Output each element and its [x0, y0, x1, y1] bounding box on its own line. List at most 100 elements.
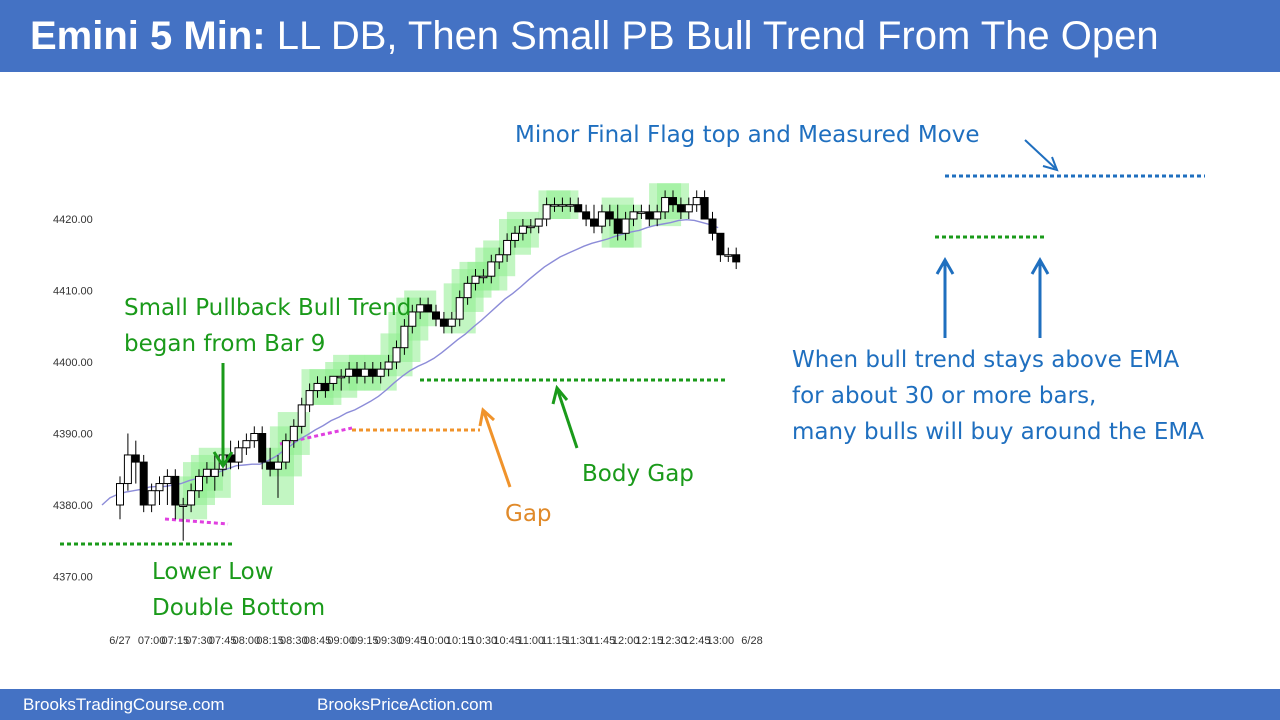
x-tick-label: 08:45 [304, 635, 332, 647]
arrow-body-gap [551, 384, 579, 449]
lower-low-magenta-line [164, 517, 229, 526]
x-tick-label: 09:15 [351, 635, 379, 647]
footer-link-brookspriceaction[interactable]: BrooksPriceAction.com [317, 695, 493, 714]
candle [123, 433, 132, 491]
x-tick-label: 12:15 [636, 635, 664, 647]
candle [171, 469, 180, 520]
candle [337, 369, 346, 391]
candle [155, 476, 164, 505]
x-tick-label: 11:30 [565, 635, 592, 647]
footer-link-brookstradingcourse[interactable]: BrooksTradingCourse.com [23, 695, 225, 714]
candle [360, 362, 369, 384]
candle [384, 354, 393, 377]
candle [732, 247, 741, 270]
candle [297, 397, 306, 434]
candle [329, 375, 338, 391]
arrow-measured-move [1024, 139, 1059, 172]
candle [447, 311, 456, 334]
candle [463, 276, 472, 305]
candle [471, 269, 480, 291]
candle [281, 433, 290, 470]
x-tick-label: 08:15 [256, 635, 284, 647]
title-bold: Emini 5 Min: [30, 14, 266, 58]
x-axis: 6/27 07:0007:1507:3007:4508:0008:1508:300… [109, 635, 762, 647]
candle [139, 454, 148, 513]
candle [645, 204, 654, 227]
candle [692, 190, 701, 212]
candle [234, 440, 243, 470]
arrow-gap [478, 407, 512, 488]
candle [716, 232, 725, 262]
candle [116, 476, 124, 520]
candle [518, 219, 527, 241]
candle [613, 204, 622, 241]
candle [408, 304, 417, 334]
x-tick-label: 10:00 [422, 635, 450, 647]
candle [724, 247, 733, 262]
candle [313, 376, 322, 398]
candle [534, 218, 543, 234]
candle [179, 497, 188, 541]
candle [582, 204, 591, 227]
candle [392, 340, 401, 370]
candle [590, 204, 598, 234]
candle [432, 304, 440, 327]
ema-label-1: When bull trend stays above EMA [792, 347, 1179, 373]
candle [455, 290, 464, 327]
candle [542, 197, 551, 227]
candle [416, 297, 425, 320]
page-title: Emini 5 Min: LL DB, Then Small PB Bull T… [30, 12, 1159, 60]
candle [653, 204, 662, 227]
upper-magenta-line [279, 426, 353, 446]
gap-label: Gap [505, 501, 552, 527]
y-tick-label: 4370.00 [53, 572, 93, 584]
candle [676, 197, 685, 219]
candle [495, 247, 504, 270]
candle [274, 454, 282, 498]
candle [684, 197, 693, 219]
candle [574, 197, 583, 213]
candle [566, 197, 575, 212]
candle [629, 204, 638, 227]
measured-move-label: Minor Final Flag top and Measured Move [515, 122, 980, 148]
x-tick-label: 12:30 [659, 635, 687, 647]
body-gap-label: Body Gap [582, 461, 694, 487]
candle [163, 469, 172, 505]
candle [400, 319, 409, 355]
candle [526, 219, 535, 234]
candle [305, 383, 314, 413]
candle [210, 454, 219, 491]
candle [669, 190, 677, 212]
x-tick-label: 12:00 [612, 635, 640, 647]
y-axis: 4420.00 4410.00 4400.00 4390.00 4380.00 4370.… [53, 214, 93, 584]
candle [550, 197, 559, 212]
arrow-ema-2 [1030, 256, 1050, 338]
candle [147, 483, 156, 513]
lower-low-label-1: Lower Low [152, 559, 274, 585]
footer-bar: BrooksTradingCourse.com BrooksPriceActio… [0, 689, 1280, 720]
x-tick-label: 13:00 [707, 635, 735, 647]
x-tick-label: 08:00 [233, 635, 261, 647]
x-tick-label: 07:00 [138, 635, 166, 647]
x-tick-label: 09:00 [327, 635, 355, 647]
candle [605, 204, 614, 227]
x-tick-label: 09:45 [399, 635, 427, 647]
x-tick-label: 11:15 [541, 635, 568, 647]
ema-label-3: many bulls will buy around the EMA [792, 419, 1204, 445]
y-tick-label: 4420.00 [53, 214, 93, 226]
x-tick-label: 11:00 [517, 635, 544, 647]
candle [289, 419, 298, 448]
small-pb-label-1: Small Pullback Bull Trend [124, 295, 411, 321]
candle [250, 426, 259, 448]
candle [637, 204, 646, 219]
lower-low-label-2: Double Bottom [152, 595, 325, 621]
candle [345, 362, 354, 384]
ema-label-2: for about 30 or more bars, [792, 383, 1096, 409]
x-tick-label: 10:45 [493, 635, 521, 647]
candles [116, 190, 741, 541]
candle [479, 269, 488, 284]
y-tick-label: 4410.00 [53, 286, 93, 298]
arrow-ema-1 [935, 256, 955, 338]
x-tick-label: 10:30 [470, 635, 498, 647]
candle [266, 447, 275, 477]
